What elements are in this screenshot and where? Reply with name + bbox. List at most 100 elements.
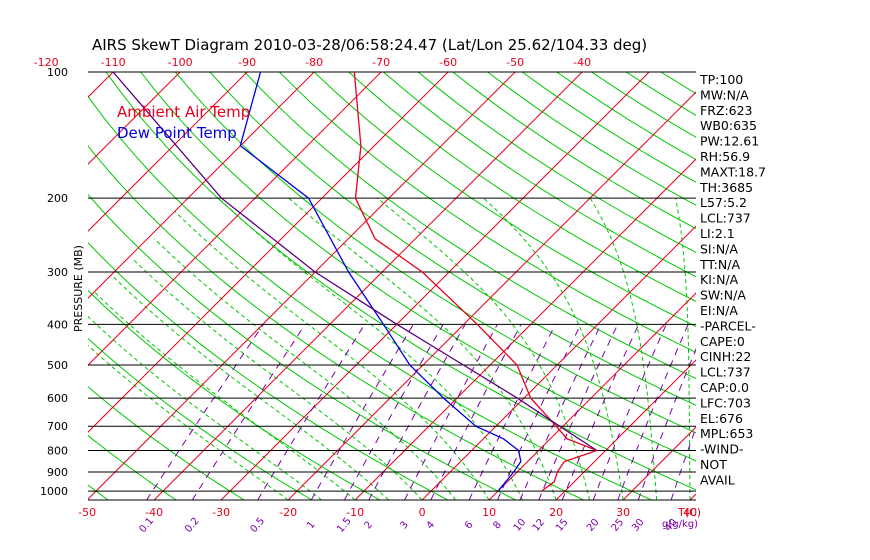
isotherm [88,72,114,98]
pressure-tick-label: 300 [47,266,68,279]
isotherm [88,72,382,366]
index-item: -WIND- [700,442,744,457]
moist-adiabat [675,198,691,500]
mixing-ratio-tick: 4 [425,519,438,531]
profile-series-1 [239,72,522,492]
mixing-ratio-tick: 0.2 [183,516,202,535]
bottom-tick-label: -30 [212,506,230,519]
mixing-ratio-tick: 10 [512,517,529,534]
isotherm [88,72,315,299]
dry-adiabat [487,72,696,206]
moist-adiabat [174,210,490,500]
dry-adiabat [88,484,109,500]
bottom-tick-label: -50 [78,506,96,519]
dry-adiabat [800,72,870,500]
moist-adiabat [88,315,322,500]
index-item: CINH:22 [700,349,751,364]
index-item: EL:676 [700,411,743,426]
index-item: AVAIL [700,472,735,487]
index-item: MAXT:18.7 [700,164,766,179]
bottom-axis: -50 -40 -30 -20 -10 0 10 20 30 40T(C) [78,506,701,519]
legend: Ambient Air Temp Dew Point Temp [117,103,250,142]
moist-adiabat [132,259,423,500]
dry-adiabat [279,72,696,353]
dry-adiabat [209,72,696,406]
top-axis: -120 -110 -100 -90 -80 -70 -60 -50 -40 [34,56,591,69]
mixing-ratio-line [257,324,366,500]
mixing-ratio-line [592,324,667,500]
top-tick-label: -110 [101,56,126,69]
moist-adiabat [88,344,289,500]
index-item: NOT [700,457,727,472]
index-item: -PARCEL- [700,318,756,333]
legend-ambient-air-temp: Ambient Air Temp [117,103,250,121]
pressure-tick-label: 500 [47,359,68,372]
pressure-tick-label: 900 [47,466,68,479]
isobars [88,71,696,501]
moist-adiabat [111,274,389,500]
isotherm [488,292,696,500]
top-tick-label: -60 [439,56,457,69]
isotherm [88,72,449,433]
mixing-ratio-line [497,324,582,500]
moist-adiabat [376,197,591,500]
bottom-axis-unit: T(C) [677,506,701,519]
index-item: EI:N/A [700,303,738,318]
bottom-tick-label: 30 [616,506,630,519]
mixing-ratio-line [538,324,619,500]
moist-adiabat [218,197,524,500]
mixing-ratio-line [561,324,640,500]
bottom-tick-label: -20 [279,506,297,519]
chart-title: AIRS SkewT Diagram 2010-03-28/06:58:24.4… [92,36,647,54]
dry-adiabat [175,72,696,434]
dry-adiabat [383,72,696,278]
bottom-tick-label: 10 [482,506,496,519]
profile-series-0 [353,72,599,492]
legend-dew-point-temp: Dew Point Temp [117,124,237,142]
mixing-ratio-line [519,324,602,500]
profile-series-2 [112,72,598,452]
mixing-ratio-line [343,324,444,500]
mixing-ratio-line [430,324,522,500]
top-tick-label: -50 [506,56,524,69]
mixing-ratio-tick: 12 [531,517,548,534]
isotherm [555,359,696,500]
index-item: FRZ:623 [700,103,753,118]
mixing-ratio-tick: 20 [585,517,602,534]
index-item: SW:N/A [700,288,746,303]
mixing-ratio-tick: 1 [305,519,318,531]
top-tick-label: -70 [372,56,390,69]
top-tick-label: -80 [305,56,323,69]
moist-adiabat [154,238,456,500]
bottom-tick-label: 40 [683,506,697,519]
index-item: LFC:703 [700,395,751,410]
isotherm [354,158,696,500]
dry-adiabat [313,72,696,328]
index-item: L57:5.2 [700,195,747,210]
mixing-ratio-tick: 25 [610,517,627,534]
index-item: MPL:653 [700,426,753,441]
dry-adiabat [660,72,696,95]
index-item: MW:N/A [700,87,749,102]
isotherm [220,72,650,500]
dry-adiabat [88,193,517,500]
index-item: SI:N/A [700,241,738,256]
mixing-ratio-tick: 3 [398,519,411,531]
bottom-tick-label: 20 [549,506,563,519]
mixing-ratio-line [670,426,696,500]
dry-adiabat [244,72,696,380]
index-item: KI:N/A [700,272,739,287]
isotherm [287,91,696,500]
isotherm [88,72,181,165]
moist-adiabat [589,197,658,500]
pressure-tick-label: 400 [47,318,68,331]
index-item: WB0:635 [700,118,757,133]
moist-adiabat [483,197,624,500]
dry-adiabat [417,72,696,254]
index-item: TH:3685 [699,180,753,195]
isotherm [421,225,696,500]
mixing-ratio-tick: 0.5 [248,516,267,535]
dry-adiabat [88,386,245,500]
isotherm [824,72,870,500]
isotherm [88,72,248,232]
